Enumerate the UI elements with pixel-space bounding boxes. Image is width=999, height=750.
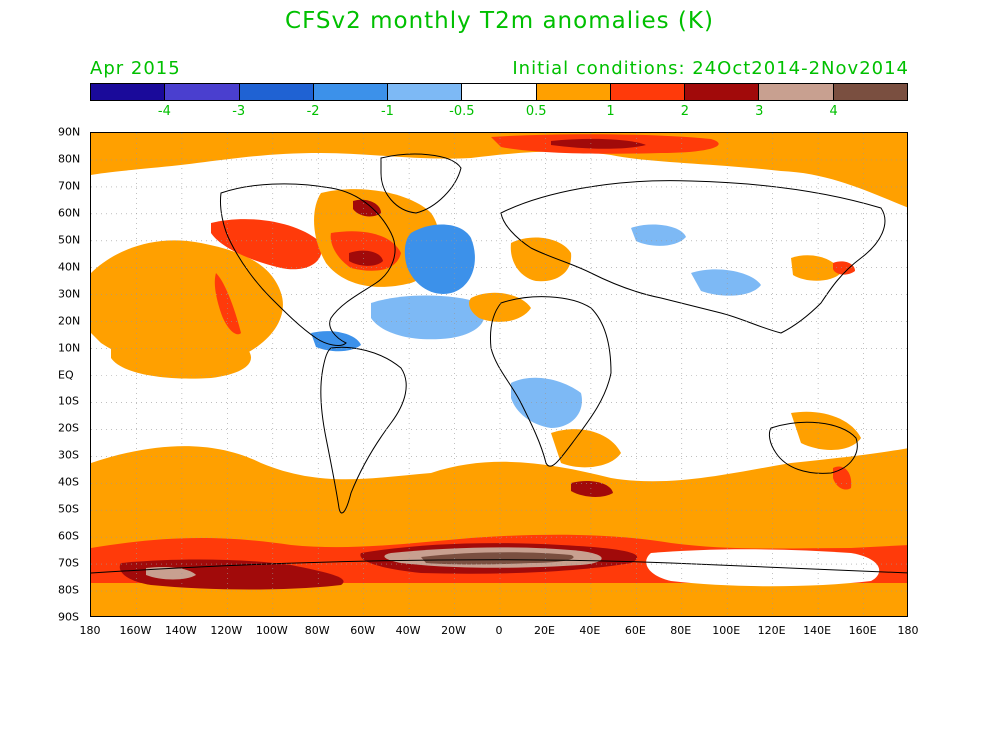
latitude-tick-label: 80N xyxy=(58,152,81,166)
chart-title: CFSv2 monthly T2m anomalies (K) xyxy=(285,8,714,34)
antarctica-coastline xyxy=(91,559,907,574)
north-africa-warm xyxy=(469,292,531,322)
latitude-tick-label: 90S xyxy=(58,610,79,624)
longitude-tick-label: 60E xyxy=(624,624,646,637)
northeast-us-dark-red xyxy=(349,250,383,266)
longitude-tick-label: 60W xyxy=(350,624,376,637)
central-asia-cold xyxy=(691,269,761,296)
longitude-tick-label: 180 xyxy=(897,624,919,637)
tasman-red xyxy=(833,466,852,490)
latitude-tick-label: 90N xyxy=(58,125,81,139)
africa-cold xyxy=(511,377,582,428)
latitude-tick-label: 80S xyxy=(58,583,79,597)
legend-swatch xyxy=(388,84,463,100)
longitude-tick-label: 0 xyxy=(495,624,503,637)
antarctic-brown xyxy=(421,552,574,565)
legend-tick-label: 1 xyxy=(606,104,615,119)
color-legend xyxy=(90,83,908,101)
latitude-tick-label: 50N xyxy=(58,233,81,247)
latitude-tick-label: 50S xyxy=(58,502,79,516)
legend-swatch xyxy=(239,84,314,100)
longitude-tick-label: 20W xyxy=(441,624,466,637)
month-label: Apr 2015 xyxy=(90,58,181,79)
latitude-tick-label: 70N xyxy=(58,179,81,193)
tropical-atlantic-cold xyxy=(371,295,485,340)
south-indian-warm xyxy=(551,429,621,468)
west-coast-red-strip xyxy=(214,273,241,335)
central-pacific-warm xyxy=(111,331,251,379)
latitude-tick-label: 40S xyxy=(58,475,79,489)
greenland-coastline xyxy=(380,153,462,214)
longitude-tick-label: 20E xyxy=(533,624,555,637)
longitude-tick-label: 160W xyxy=(119,624,152,637)
legend-tick-label: 2 xyxy=(680,104,690,119)
longitude-tick-label: 140W xyxy=(164,624,197,637)
longitude-tick-label: 40E xyxy=(579,624,601,637)
latitude-tick-label: 10N xyxy=(58,341,81,355)
legend-tick-label: -0.5 xyxy=(449,104,475,119)
siberia-cold xyxy=(631,224,686,246)
eurasia-coastline xyxy=(500,180,886,334)
latitude-tick-label: EQ xyxy=(58,368,74,381)
longitude-tick-label: 80E xyxy=(670,624,692,637)
legend-swatch xyxy=(536,84,611,100)
latitude-tick-label: 10S xyxy=(58,394,79,408)
antarctica-interior xyxy=(646,549,880,587)
longitude-tick-label: 100W xyxy=(255,624,288,637)
north-atlantic-cold xyxy=(404,224,475,294)
caribbean-cold xyxy=(311,331,361,352)
australia-warm xyxy=(791,411,861,450)
legend-swatch xyxy=(462,84,537,100)
labrador-dark-red xyxy=(353,199,381,217)
legend-tick-label: 3 xyxy=(755,104,764,119)
japan-red xyxy=(833,261,855,275)
legend-swatch xyxy=(759,84,834,100)
latitude-tick-label: 30N xyxy=(58,287,81,301)
legend-tick-label: -1 xyxy=(380,104,394,119)
australia-coastline xyxy=(768,421,858,474)
map-canvas xyxy=(91,133,907,616)
longitude-tick-label: 100E xyxy=(712,624,741,637)
legend-swatch xyxy=(165,84,240,100)
initial-conditions-label: Initial conditions: 24Oct2014-2Nov2014 xyxy=(512,58,909,79)
longitude-tick-label: 40W xyxy=(395,624,421,637)
legend-swatch xyxy=(91,84,166,100)
anomaly-map xyxy=(90,132,908,617)
arctic-dark-red xyxy=(551,138,646,149)
longitude-tick-label: 140E xyxy=(803,624,832,637)
legend-tick-label: -4 xyxy=(157,104,171,119)
longitude-tick-label: 80W xyxy=(304,624,330,637)
longitude-tick-label: 160E xyxy=(848,624,877,637)
legend-swatch xyxy=(685,84,760,100)
latitude-tick-label: 30S xyxy=(58,448,79,462)
latitude-tick-label: 20S xyxy=(58,421,79,435)
arctic-warm-band xyxy=(91,133,907,208)
longitude-tick-label: 180 xyxy=(79,624,101,637)
longitude-tick-label: 120E xyxy=(757,624,786,637)
legend-tick-label: 0.5 xyxy=(525,104,547,119)
latitude-tick-label: 70S xyxy=(58,556,79,570)
legend-swatch xyxy=(313,84,389,100)
legend-swatch xyxy=(610,84,686,100)
legend-tick-label: 4 xyxy=(829,104,838,119)
legend-swatch xyxy=(833,84,907,100)
latitude-tick-label: 60S xyxy=(58,529,79,543)
latitude-tick-label: 60N xyxy=(58,206,81,220)
europe-warm xyxy=(510,237,572,282)
latitude-tick-label: 40N xyxy=(58,260,81,274)
coastlines xyxy=(91,153,907,574)
antarctic-dark-red xyxy=(119,559,344,590)
north-america-coastline xyxy=(220,183,396,346)
south-indian-dark-red xyxy=(571,481,613,497)
longitude-tick-label: 120W xyxy=(210,624,243,637)
antarctic-tan-west xyxy=(146,566,196,580)
legend-tick-label: -2 xyxy=(306,104,320,119)
map-gridlines xyxy=(91,133,907,616)
south-america-coastline xyxy=(320,346,407,514)
legend-tick-label: -3 xyxy=(232,104,246,119)
north-pacific-red xyxy=(211,219,322,270)
latitude-tick-label: 20N xyxy=(58,314,81,328)
southern-ocean-warm-band xyxy=(91,446,907,616)
